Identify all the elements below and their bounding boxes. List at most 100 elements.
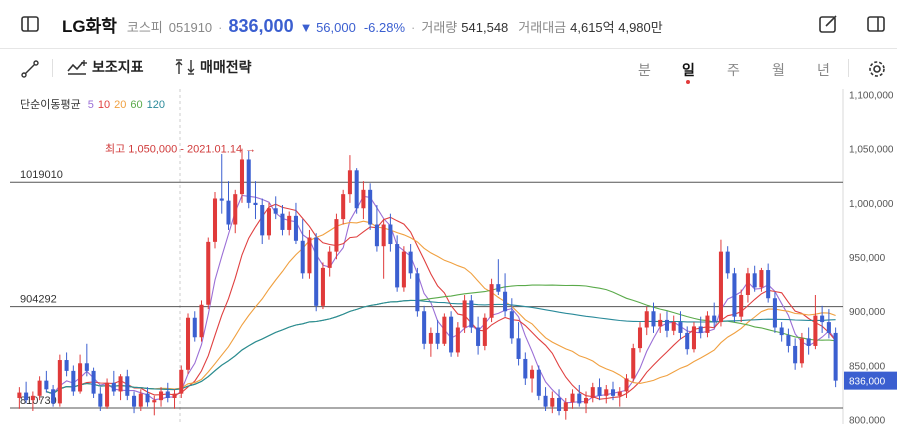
period-month-tab[interactable]: 월 [772, 62, 785, 78]
candle-body [226, 200, 231, 225]
candle-body [732, 273, 737, 317]
candle-body [165, 391, 170, 398]
candle-body [111, 382, 116, 392]
candle-body [233, 194, 238, 225]
ma-legend-item: 120 [146, 99, 166, 111]
amount-value: 4,615억 4,980만 [570, 20, 663, 35]
candle-body [779, 327, 784, 336]
candle-body [496, 284, 501, 292]
candle-body [17, 392, 22, 398]
candle-body [469, 300, 474, 328]
candle-body [631, 348, 636, 379]
candle-body [435, 332, 440, 344]
period-year-tab[interactable]: 년 [817, 62, 830, 78]
candle-body [71, 370, 76, 392]
candle-body [253, 202, 258, 206]
high-price-annotation: 최고 1,050,000 - 2021.01.14 → [105, 143, 256, 156]
candle-body [415, 273, 420, 312]
candle-body [617, 391, 622, 396]
candle-body [833, 332, 838, 381]
candle-body [644, 311, 649, 328]
volume-value: 541,548 [461, 20, 509, 35]
candle-body [712, 315, 717, 323]
price-change-value: 56,000 [316, 20, 356, 35]
edit-icon[interactable] [810, 6, 846, 42]
candle-body [806, 338, 811, 346]
candle-body [98, 393, 103, 407]
draw-line-button[interactable] [20, 59, 40, 79]
moving-average-line [46, 299, 836, 395]
moving-average-line [46, 194, 837, 404]
candle-body [455, 327, 460, 353]
candle-body [206, 241, 211, 305]
volume-label: 거래량 [421, 20, 458, 35]
sidebar-toggle-icon[interactable] [12, 6, 48, 42]
period-week-tab[interactable]: 주 [727, 62, 740, 78]
market-label: 코스피 [126, 20, 163, 35]
price-change: ▼ 56,000 [299, 20, 356, 35]
candle-body [786, 335, 791, 346]
candle-body [597, 387, 602, 396]
moving-average-line [46, 220, 836, 395]
candle-body [159, 391, 164, 401]
line-tool-icon [21, 60, 39, 78]
candle-body [300, 240, 305, 274]
panel-toggle-icon[interactable] [858, 6, 894, 42]
moving-average-line [46, 203, 837, 400]
candle-body [509, 311, 514, 339]
strategy-label: 매매전략 [200, 59, 252, 75]
period-minute-tab[interactable]: 분 [638, 62, 651, 78]
ma-legend: 단순이동평균 5 10 20 60 120 [20, 96, 173, 112]
settings-gear-icon[interactable] [859, 51, 895, 87]
candle-body [651, 311, 656, 327]
candle-body [691, 326, 696, 350]
candle-body [64, 360, 69, 371]
candle-body [604, 389, 609, 396]
candle-body [678, 322, 683, 333]
period-day-tab[interactable]: 일 [682, 62, 695, 78]
candle-body [320, 267, 325, 306]
candle-body [273, 208, 278, 214]
ma-legend-title: 단순이동평균 [20, 99, 81, 111]
candlestick-chart[interactable]: 1,100,000 1,050,000 1,000,000 950,000 900,00… [0, 89, 897, 427]
candle-body [449, 316, 454, 353]
candle-body [212, 198, 218, 242]
candle-body [482, 317, 487, 346]
toolbar-divider [52, 59, 53, 77]
candle-body [381, 224, 386, 247]
candle-body [745, 273, 750, 295]
candle-body [361, 189, 366, 209]
candle-body [637, 327, 643, 349]
candle-body [813, 315, 818, 346]
candle-body [78, 363, 83, 392]
candle-body [219, 198, 224, 201]
candle-body [145, 393, 150, 403]
candle-body [57, 360, 62, 404]
candle-body [799, 338, 804, 364]
price-chart[interactable]: 1,100,000 1,050,000 1,000,000 950,000 900,00… [0, 89, 897, 427]
candle-body [354, 170, 359, 209]
candle-body [820, 315, 825, 323]
candle-body [577, 393, 582, 404]
moving-average-line [46, 284, 836, 395]
stock-name: LG화학 [62, 17, 117, 36]
candle-body [199, 304, 204, 338]
candle-body [671, 322, 676, 331]
candle-body [530, 369, 535, 379]
current-price-tag [844, 371, 897, 390]
horizontal-level-label: 810739 [20, 395, 57, 407]
candle-body [685, 332, 690, 350]
candle-body [179, 369, 184, 394]
candle-body [705, 315, 710, 333]
candle-body [91, 370, 96, 394]
candle-body [590, 387, 595, 398]
candle-body [334, 219, 339, 252]
indicator-button[interactable]: 보조지표 [66, 57, 144, 77]
candle-body [772, 298, 777, 328]
y-axis-tick-label: 1,050,000 [849, 145, 894, 156]
current-price-tag-label: 836,000 [849, 377, 886, 388]
candle-body [280, 213, 285, 230]
strategy-button[interactable]: 매매전략 [174, 57, 252, 77]
indicator-label: 보조지표 [92, 59, 144, 75]
y-axis-tick-label: 950,000 [849, 253, 886, 264]
